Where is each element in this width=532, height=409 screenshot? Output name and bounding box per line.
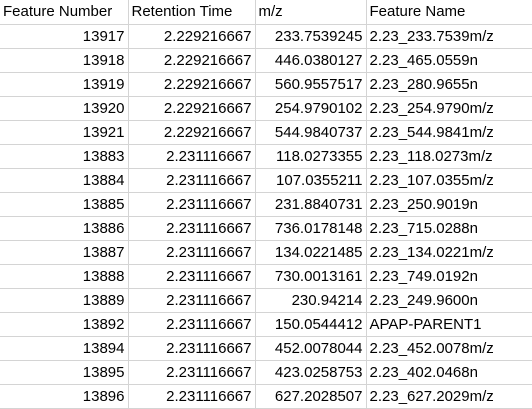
- retention-time-cell[interactable]: 2.231116667: [128, 312, 256, 337]
- feature-name-cell[interactable]: 2.23_749.0192n: [366, 264, 532, 289]
- feature-name-cell[interactable]: 2.23_402.0468n: [366, 360, 532, 385]
- feature-number-cell[interactable]: 13887: [0, 240, 129, 265]
- retention-time-cell[interactable]: 2.229216667: [128, 24, 256, 49]
- mz-cell[interactable]: 627.2028507: [255, 384, 367, 409]
- retention-time-cell[interactable]: 2.231116667: [128, 192, 256, 217]
- feature-number-cell[interactable]: 13920: [0, 96, 129, 121]
- retention-time-cell[interactable]: 2.229216667: [128, 96, 256, 121]
- feature-number-cell[interactable]: 13889: [0, 288, 129, 313]
- feature-name-cell[interactable]: 2.23_280.9655n: [366, 72, 532, 97]
- feature-name-cell[interactable]: 2.23_465.0559n: [366, 48, 532, 73]
- mz-cell[interactable]: 233.7539245: [255, 24, 367, 49]
- feature-number-cell[interactable]: 13896: [0, 384, 129, 409]
- feature-number-cell[interactable]: 13919: [0, 72, 129, 97]
- feature-number-cell[interactable]: 13884: [0, 168, 129, 193]
- table-row: 13917 2.229216667 233.7539245 2.23_233.7539…: [0, 24, 532, 49]
- retention-time-cell[interactable]: 2.231116667: [128, 216, 256, 241]
- table-row: 13888 2.231116667 730.0013161 2.23_749.0192…: [0, 264, 532, 289]
- mz-cell[interactable]: 544.9840737: [255, 120, 367, 145]
- feature-number-cell[interactable]: 13895: [0, 360, 129, 385]
- mz-cell[interactable]: 254.9790102: [255, 96, 367, 121]
- retention-time-cell[interactable]: 2.229216667: [128, 72, 256, 97]
- feature-name-cell[interactable]: 2.23_134.0221m/z: [366, 240, 532, 265]
- header-cell-retention-time[interactable]: Retention Time: [128, 0, 256, 25]
- header-cell-feature-number[interactable]: Feature Number: [0, 0, 129, 25]
- feature-name-cell[interactable]: 2.23_250.9019n: [366, 192, 532, 217]
- mz-cell[interactable]: 423.0258753: [255, 360, 367, 385]
- retention-time-cell[interactable]: 2.231116667: [128, 144, 256, 169]
- mz-cell[interactable]: 107.0355211: [255, 168, 367, 193]
- retention-time-cell[interactable]: 2.231116667: [128, 360, 256, 385]
- feature-number-cell[interactable]: 13921: [0, 120, 129, 145]
- feature-number-cell[interactable]: 13892: [0, 312, 129, 337]
- table-row: 13918 2.229216667 446.0380127 2.23_465.0559…: [0, 48, 532, 73]
- table-row: 13892 2.231116667 150.0544412 APAP-PARENT1: [0, 312, 532, 337]
- retention-time-cell[interactable]: 2.231116667: [128, 384, 256, 409]
- feature-name-cell[interactable]: 2.23_233.7539m/z: [366, 24, 532, 49]
- retention-time-cell[interactable]: 2.231116667: [128, 168, 256, 193]
- mz-cell[interactable]: 118.0273355: [255, 144, 367, 169]
- mz-cell[interactable]: 446.0380127: [255, 48, 367, 73]
- feature-name-cell[interactable]: 2.23_118.0273m/z: [366, 144, 532, 169]
- retention-time-cell[interactable]: 2.231116667: [128, 336, 256, 361]
- table-row: 13886 2.231116667 736.0178148 2.23_715.0288…: [0, 216, 532, 241]
- table-row: 13921 2.229216667 544.9840737 2.23_544.9841…: [0, 120, 532, 145]
- table-row: 13920 2.229216667 254.9790102 2.23_254.9790…: [0, 96, 532, 121]
- feature-name-cell[interactable]: 2.23_544.9841m/z: [366, 120, 532, 145]
- mz-cell[interactable]: 736.0178148: [255, 216, 367, 241]
- feature-number-cell[interactable]: 13888: [0, 264, 129, 289]
- table-row: 13884 2.231116667 107.0355211 2.23_107.0355…: [0, 168, 532, 193]
- feature-name-cell[interactable]: 2.23_452.0078m/z: [366, 336, 532, 361]
- feature-number-cell[interactable]: 13917: [0, 24, 129, 49]
- retention-time-cell[interactable]: 2.231116667: [128, 264, 256, 289]
- mz-cell[interactable]: 230.94214: [255, 288, 367, 313]
- mz-cell[interactable]: 560.9557517: [255, 72, 367, 97]
- feature-number-cell[interactable]: 13883: [0, 144, 129, 169]
- feature-name-cell[interactable]: 2.23_627.2029m/z: [366, 384, 532, 409]
- feature-name-cell[interactable]: 2.23_107.0355m/z: [366, 168, 532, 193]
- retention-time-cell[interactable]: 2.231116667: [128, 240, 256, 265]
- feature-number-cell[interactable]: 13886: [0, 216, 129, 241]
- retention-time-cell[interactable]: 2.229216667: [128, 120, 256, 145]
- feature-name-cell[interactable]: 2.23_249.9600n: [366, 288, 532, 313]
- feature-number-cell[interactable]: 13894: [0, 336, 129, 361]
- table-row: 13885 2.231116667 231.8840731 2.23_250.9019…: [0, 192, 532, 217]
- feature-name-cell[interactable]: 2.23_254.9790m/z: [366, 96, 532, 121]
- table-row: 13894 2.231116667 452.0078044 2.23_452.0078…: [0, 336, 532, 361]
- table-body: 13917 2.229216667 233.7539245 2.23_233.7539…: [0, 24, 532, 409]
- feature-number-cell[interactable]: 13918: [0, 48, 129, 73]
- feature-name-cell[interactable]: APAP-PARENT1: [366, 312, 532, 337]
- table-row: 13887 2.231116667 134.0221485 2.23_134.0221…: [0, 240, 532, 265]
- table-row: 13896 2.231116667 627.2028507 2.23_627.2029…: [0, 384, 532, 409]
- retention-time-cell[interactable]: 2.231116667: [128, 288, 256, 313]
- mz-cell[interactable]: 150.0544412: [255, 312, 367, 337]
- feature-name-cell[interactable]: 2.23_715.0288n: [366, 216, 532, 241]
- mz-cell[interactable]: 134.0221485: [255, 240, 367, 265]
- mz-cell[interactable]: 452.0078044: [255, 336, 367, 361]
- table-row: 13883 2.231116667 118.0273355 2.23_118.0273…: [0, 144, 532, 169]
- mz-cell[interactable]: 231.8840731: [255, 192, 367, 217]
- table-row: 13889 2.231116667 230.94214 2.23_249.9600n: [0, 288, 532, 313]
- mz-cell[interactable]: 730.0013161: [255, 264, 367, 289]
- retention-time-cell[interactable]: 2.229216667: [128, 48, 256, 73]
- header-cell-feature-name[interactable]: Feature Name: [366, 0, 532, 25]
- table-row: 13895 2.231116667 423.0258753 2.23_402.0468…: [0, 360, 532, 385]
- table-row: 13919 2.229216667 560.9557517 2.23_280.9655…: [0, 72, 532, 97]
- feature-number-cell[interactable]: 13885: [0, 192, 129, 217]
- header-cell-mz[interactable]: m/z: [255, 0, 367, 25]
- header-row: Feature Number Retention Time m/z Featur…: [0, 0, 532, 25]
